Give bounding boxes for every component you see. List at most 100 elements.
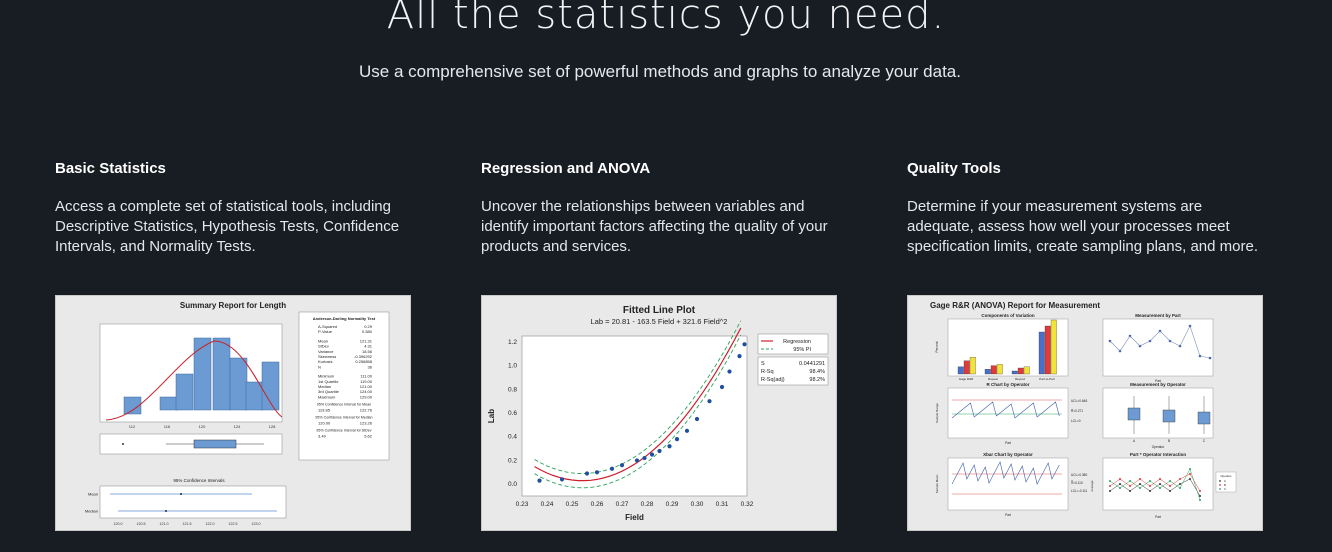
x-tick-label: 0.26 <box>591 501 604 508</box>
stat-name: R-Sq(adj) <box>761 377 785 383</box>
panel-title: R Chart by Operator <box>986 382 1029 387</box>
stat-name: S <box>761 361 765 367</box>
y-axis-label: Sample Range <box>935 403 939 423</box>
stat-name: R-Sq <box>761 369 774 375</box>
control-limit-label: R̄=0.271 <box>1071 409 1083 413</box>
stat-name: N <box>318 364 321 369</box>
stat-name: StDev <box>318 344 329 349</box>
stat-name: Median <box>318 384 331 389</box>
component-bar <box>1038 331 1045 375</box>
panel-frame <box>947 457 1069 511</box>
ci-label: 95% Confidence Interval for Mean <box>317 403 371 407</box>
ci-low: 119.85 <box>318 408 331 413</box>
y-tick-label: 0.4 <box>508 434 517 441</box>
panel-title: Part * Operator Interaction <box>1130 452 1187 457</box>
stat-value: 119.00 <box>360 379 373 384</box>
ci-high: 5.62 <box>364 434 373 439</box>
data-point <box>719 384 725 390</box>
ci-tick-label: 122.0 <box>206 522 215 526</box>
legend-swatch <box>1219 488 1221 490</box>
legend-swatch <box>1219 484 1221 486</box>
ci-row-label: Median <box>85 509 98 514</box>
panel-title: Measurement by Part <box>1135 313 1181 318</box>
hist-tick-label: 128 <box>269 424 276 429</box>
x-tick-label: 0.30 <box>691 501 704 508</box>
operator-box <box>1197 411 1211 425</box>
component-bar <box>1050 319 1057 375</box>
stat-value: 124.00 <box>360 389 373 394</box>
data-point <box>634 458 640 463</box>
data-point <box>727 369 732 374</box>
feature-quality-tools: Quality Tools Determine if your measurem… <box>907 160 1267 257</box>
feature-regression-anova: Regression and ANOVA Uncover the relatio… <box>481 160 841 257</box>
stat-value: 121.00 <box>360 384 373 389</box>
ci-tick-label: 122.5 <box>229 522 238 526</box>
range-series <box>951 401 1060 419</box>
y-tick-label: 0.2 <box>508 457 517 464</box>
stat-value: 0.256858 <box>355 359 372 364</box>
stat-name: 3rd Quartile <box>318 389 340 394</box>
histogram-bar <box>193 337 212 411</box>
stat-value: 4.31 <box>364 344 373 349</box>
operator-box <box>1127 407 1141 421</box>
x-axis-label: Part <box>1005 441 1011 445</box>
y-tick-label: 0.6 <box>508 410 517 417</box>
feature-description: Determine if your measurement systems ar… <box>907 198 1258 255</box>
stat-value: 36 <box>368 364 373 369</box>
x-tick-label: 0.31 <box>716 501 729 508</box>
x-axis-label: Part <box>1005 513 1011 517</box>
component-bar <box>1023 366 1030 375</box>
ci-low: 3.49 <box>318 434 327 439</box>
stat-name: P-Value <box>318 329 333 334</box>
component-label: Reprod <box>1015 377 1025 381</box>
stat-value: 0.0441291 <box>799 361 825 367</box>
data-point <box>584 471 590 476</box>
panel-frame <box>1102 387 1214 439</box>
x-tick-label: 0.29 <box>666 501 679 508</box>
stat-name: Variance <box>318 349 334 354</box>
panel-title: Xbar Chart by Operator <box>983 452 1033 457</box>
data-point <box>642 455 647 461</box>
panel-frame <box>947 387 1069 439</box>
hist-tick-label: 112 <box>129 424 136 429</box>
plot-area <box>521 335 748 497</box>
stat-name: A-Squared <box>318 324 337 329</box>
component-bar <box>1017 367 1024 375</box>
histogram-bar <box>229 357 248 411</box>
feature-description: Access a complete set of statistical too… <box>55 198 400 255</box>
histogram-bar <box>159 396 178 411</box>
interaction-line <box>1109 468 1201 501</box>
stat-name: Maximum <box>318 394 336 399</box>
x-axis-label: Part <box>1155 515 1161 519</box>
hero-title: All the statistics you need. <box>386 0 946 38</box>
data-point <box>667 444 672 449</box>
x-tick-label: 0.24 <box>541 501 554 508</box>
x-tick-label: 0.23 <box>516 501 529 508</box>
legend-swatch <box>1219 480 1221 482</box>
data-point <box>594 470 600 475</box>
y-tick-label: 0.8 <box>508 386 517 393</box>
hero-subtitle: Use a comprehensive set of powerful meth… <box>359 62 961 81</box>
ci-chart-frame <box>99 485 287 519</box>
component-label: Gage R&R <box>959 377 974 381</box>
interaction-line <box>1109 473 1201 492</box>
operator-label: C <box>1203 439 1206 443</box>
ci-tick-label: 120.0 <box>114 522 123 526</box>
ci-low: 120.00 <box>318 421 331 426</box>
ci-high: 123.26 <box>360 421 373 426</box>
feature-title: Quality Tools <box>907 160 1001 177</box>
y-axis-label: Average <box>1090 480 1094 491</box>
y-axis-label: Percent <box>935 341 939 352</box>
stat-value: 121.31 <box>360 338 373 343</box>
data-point <box>657 448 662 454</box>
boxplot-box <box>193 439 237 449</box>
component-bar <box>963 360 970 375</box>
feature-title: Basic Statistics <box>55 160 166 177</box>
ci-high: 122.76 <box>360 408 373 413</box>
component-bar <box>1011 370 1018 375</box>
data-point <box>559 477 565 482</box>
ci-tick-label: 123.0 <box>252 522 261 526</box>
chart-subtitle: Lab = 20.81 - 163.5 Field + 321.6 Field^… <box>591 317 728 326</box>
ci-tick-label: 120.5 <box>137 522 146 526</box>
feature-basic-statistics: Basic Statistics Access a complete set o… <box>55 160 415 257</box>
